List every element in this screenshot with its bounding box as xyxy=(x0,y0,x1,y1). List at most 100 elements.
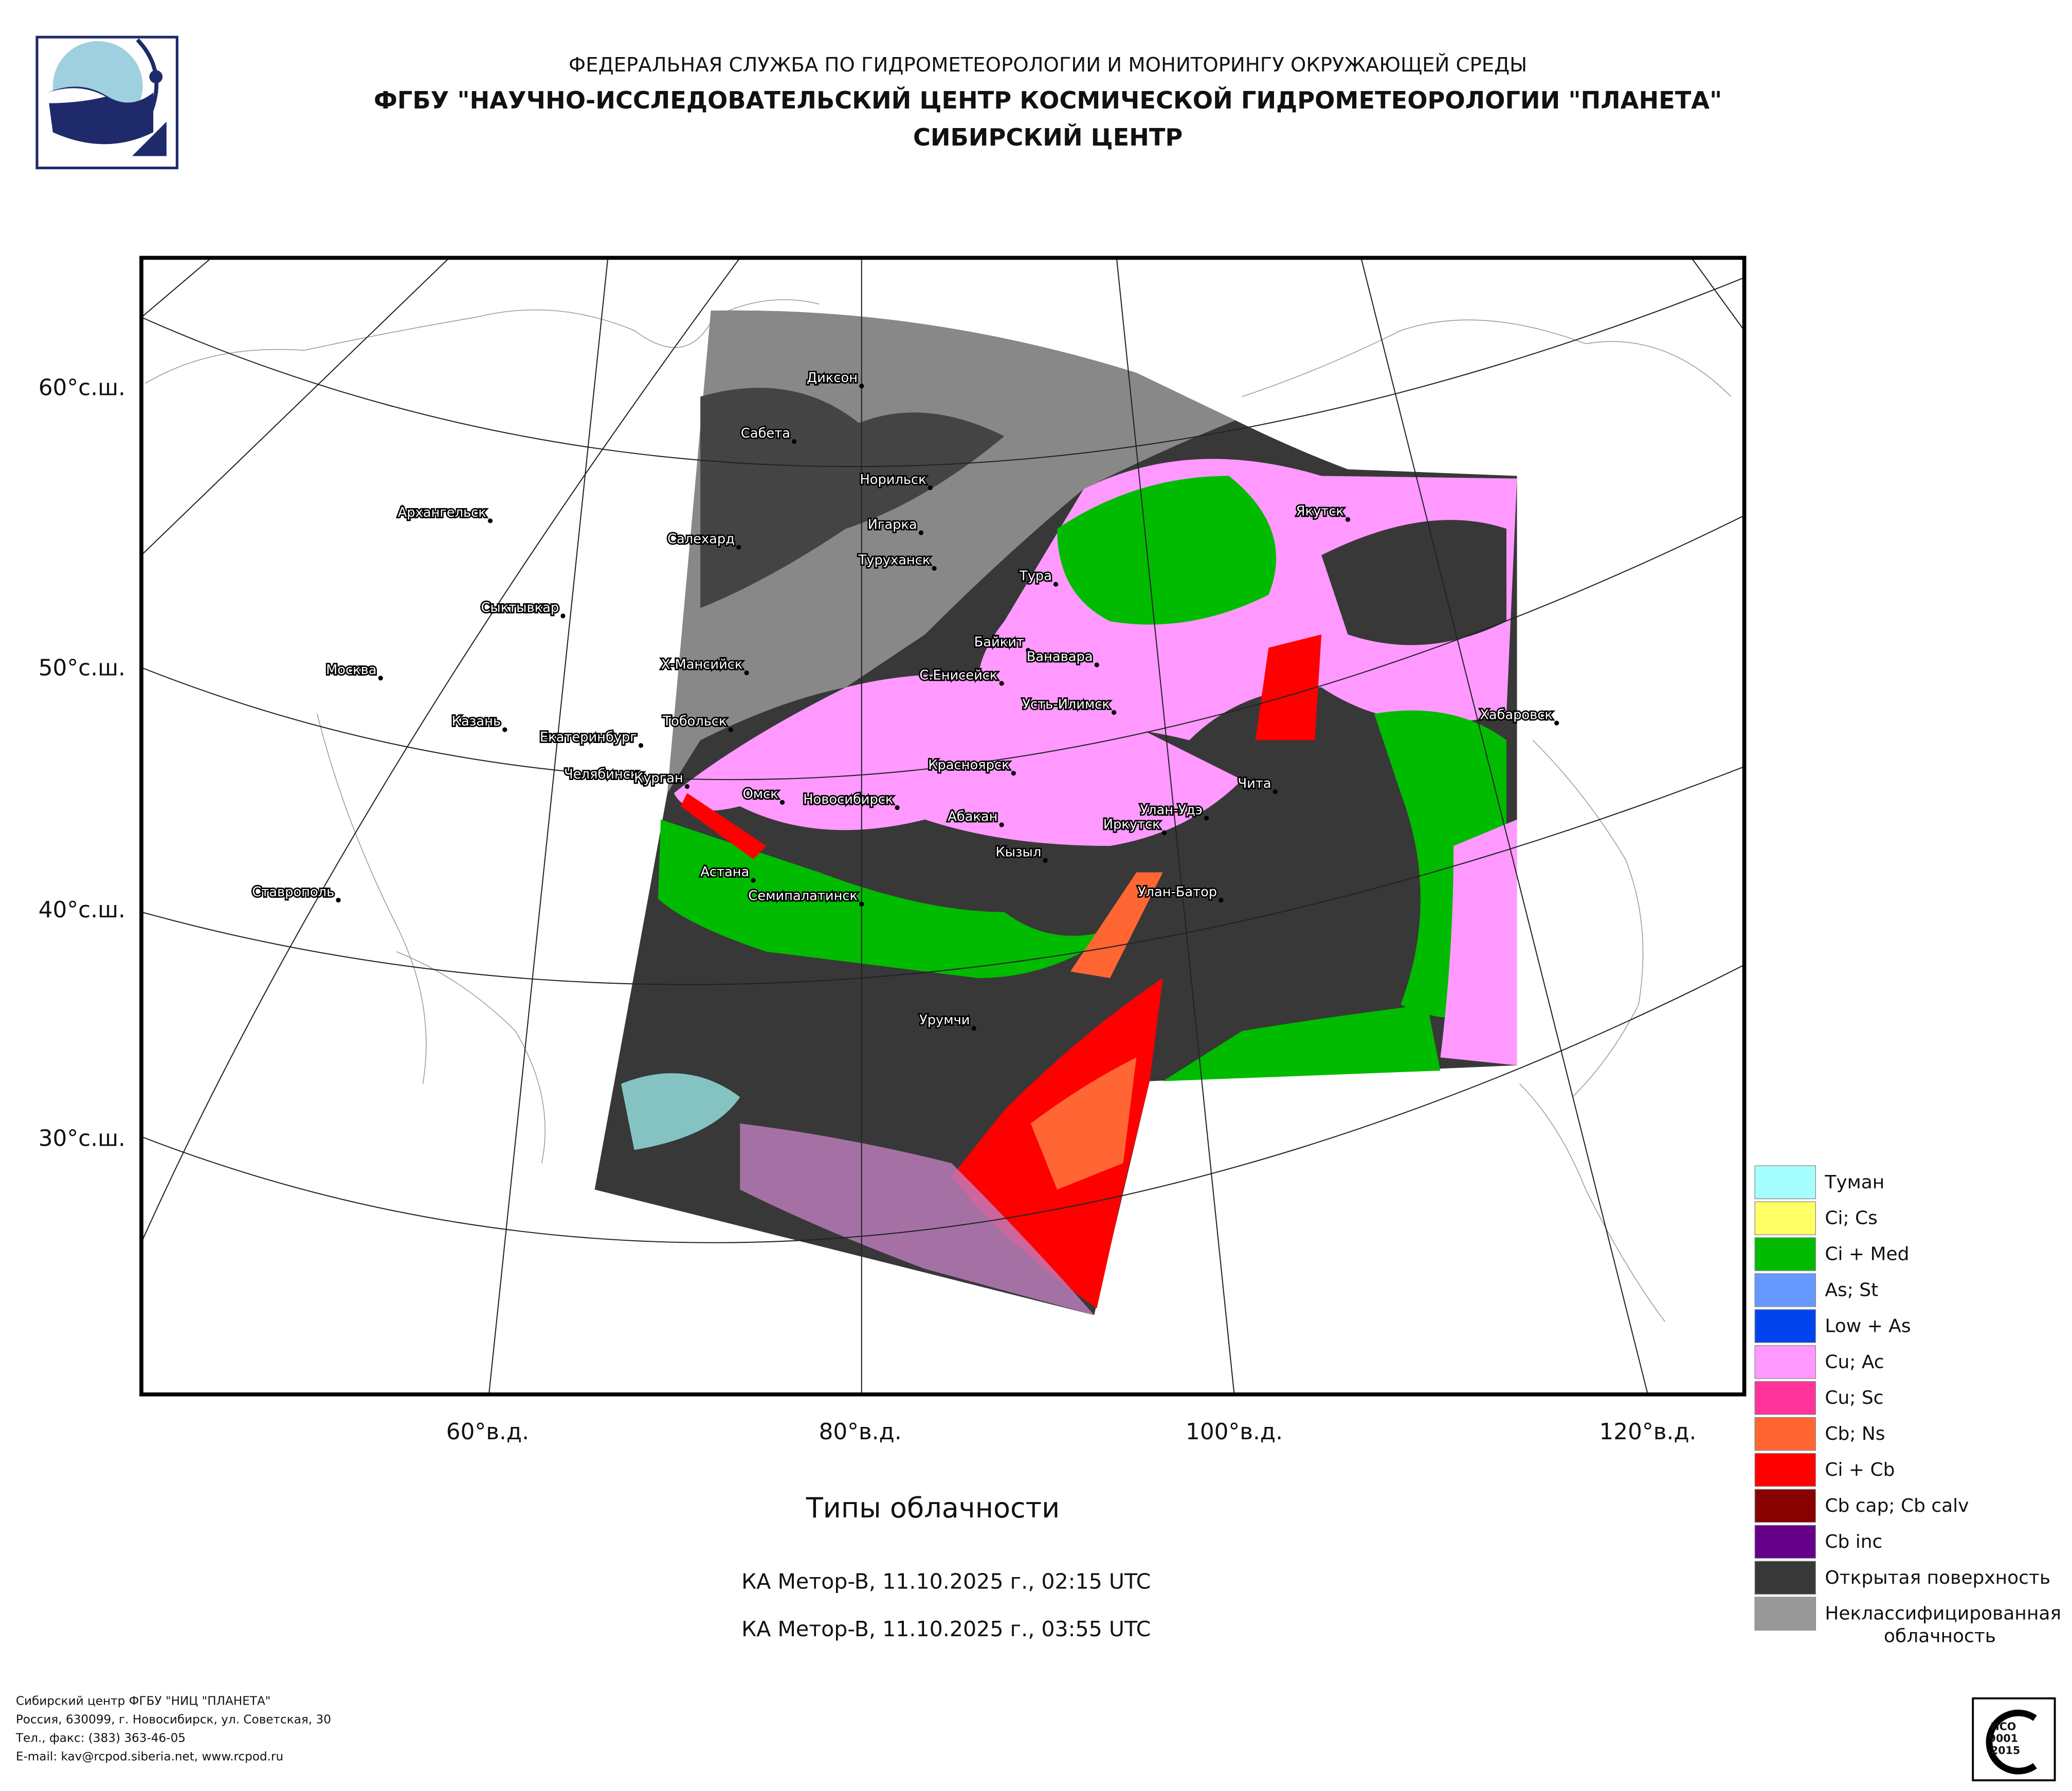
city-label: Усть-Илимск xyxy=(1022,697,1110,712)
legend-swatch xyxy=(1754,1309,1816,1343)
city-label: С.Енисейск xyxy=(919,667,997,683)
city-dot xyxy=(859,384,864,389)
legend-label: Cb; Ns xyxy=(1825,1423,1885,1444)
city-label: Улан-Батор xyxy=(1138,884,1217,900)
legend-swatch xyxy=(1754,1561,1816,1595)
city-dot xyxy=(638,743,644,748)
city-label: Сыктывкар xyxy=(481,600,559,616)
header-line: ФЕДЕРАЛЬНАЯ СЛУЖБА ПО ГИДРОМЕТЕОРОЛОГИИ … xyxy=(569,52,1527,77)
lat-label: 30°с.ш. xyxy=(39,1126,125,1152)
badge-text: ИСО xyxy=(1990,1721,2016,1733)
city-dot xyxy=(1011,771,1016,776)
legend-label: Неклассифицированная облачность xyxy=(1825,1603,2061,1647)
city-label: Сабета xyxy=(741,426,790,441)
legend-label: Ci + Med xyxy=(1825,1244,1909,1265)
map-frame xyxy=(139,256,1747,1397)
city-label: Салехард xyxy=(667,532,735,547)
map-title: Типы облачности xyxy=(806,1492,1060,1524)
city-label: Тура xyxy=(1019,569,1052,584)
legend-swatch xyxy=(1754,1597,1816,1631)
city-label: Курган xyxy=(634,771,683,786)
footer-line: E-mail: kav@rcpod.siberia.net, www.rcpod… xyxy=(16,1750,283,1764)
city-dot xyxy=(918,530,924,535)
cities: Диксон Сабета Норильск Игарка Салехард Туруха… xyxy=(251,369,1559,1031)
city-label: Диксон xyxy=(807,370,858,386)
city-dot xyxy=(999,681,1004,686)
pass-line: КА Meтop-B, 11.10.2025 г., 03:55 UTC xyxy=(741,1617,1151,1641)
city-dot xyxy=(502,727,507,732)
legend-label: Ci; Cs xyxy=(1825,1208,1878,1229)
legend-swatch xyxy=(1754,1453,1816,1487)
city-dot xyxy=(487,518,493,523)
footer-line: Сибирский центр ФГБУ "НИЦ "ПЛАНЕТА" xyxy=(16,1695,271,1708)
city-dot xyxy=(1273,789,1278,794)
city-label: Екатеринбург xyxy=(540,730,637,745)
footer-line: Тел., факс: (383) 363-46-05 xyxy=(15,1732,186,1745)
legend-swatch xyxy=(1754,1525,1816,1559)
city-dot xyxy=(928,485,933,491)
city-dot xyxy=(1204,816,1209,821)
city-label: Семипалатинск xyxy=(748,888,858,903)
city-dot xyxy=(971,1026,976,1031)
city-dot xyxy=(744,670,749,676)
map: Диксон Сабета Норильск Игарка Салехард Туруха… xyxy=(141,258,1744,1395)
city-dot xyxy=(1112,710,1117,715)
footer: Сибирский центр ФГБУ "НИЦ "ПЛАНЕТА" Росси… xyxy=(15,1695,331,1764)
legend-swatch xyxy=(1754,1381,1816,1415)
lat-label: 60°с.ш. xyxy=(39,375,125,401)
city-dot xyxy=(1161,830,1167,836)
legend-label: Cb cap; Cb calv xyxy=(1825,1495,1969,1516)
legend-label: Ci + Cb xyxy=(1825,1459,1895,1480)
city-dot xyxy=(728,727,733,732)
lon-label: 100°в.д. xyxy=(1186,1419,1283,1445)
legend-swatch xyxy=(1754,1273,1816,1307)
header-line: СИБИРСКИЙ ЦЕНТР xyxy=(913,123,1183,151)
legend-swatch xyxy=(1754,1489,1816,1523)
footer-line: Россия, 630099, г. Новосибирск, ул. Сове… xyxy=(16,1713,331,1727)
city-dot xyxy=(640,780,645,785)
city-label: Чита xyxy=(1238,776,1271,791)
city-label: Абакан xyxy=(948,809,997,824)
city-label: Тобольск xyxy=(662,714,726,729)
logo xyxy=(35,35,178,170)
city-dot xyxy=(1043,858,1048,863)
city-label: Иркутск xyxy=(1103,817,1160,833)
city-label: Астана xyxy=(700,864,749,880)
city-label: Х-Мансийск xyxy=(661,657,743,673)
city-label: Байкит xyxy=(974,635,1024,650)
city-dot xyxy=(999,822,1004,827)
legend-label: Low + As xyxy=(1825,1315,1911,1336)
city-label: Улан-Удэ xyxy=(1140,802,1202,818)
city-label: Казань xyxy=(452,714,501,729)
city-label: Хабаровск xyxy=(1480,707,1553,722)
header-line: ФГБУ "НАУЧНО-ИССЛЕДОВАТЕЛЬСКИЙ ЦЕНТР КОС… xyxy=(374,86,1722,114)
city-dot xyxy=(859,901,864,907)
city-label: Омск xyxy=(743,787,778,802)
lat-label: 40°с.ш. xyxy=(39,897,125,923)
city-dot xyxy=(1554,720,1559,726)
city-label: Новосибирск xyxy=(803,792,893,807)
city-label: Урумчи xyxy=(919,1012,970,1028)
legend-label: Туман xyxy=(1824,1172,1884,1193)
city-label: Игарка xyxy=(868,517,917,532)
legend-label: Cu; Sc xyxy=(1825,1387,1883,1408)
city-dot xyxy=(736,545,741,550)
legend-swatch xyxy=(1754,1165,1816,1199)
legend-label: As; St xyxy=(1825,1280,1878,1301)
passes: КА Meтop-B, 11.10.2025 г., 02:15 UTC КА M… xyxy=(741,1569,1151,1642)
cloud-swath xyxy=(594,310,1517,1315)
lon-label: 60°в.д. xyxy=(446,1419,529,1445)
city-label: Челябинск xyxy=(564,767,638,782)
badge-text: -2015 xyxy=(1986,1744,2020,1757)
city-label: Якутск xyxy=(1296,504,1344,519)
city-dot xyxy=(336,897,341,903)
city-label: Кызыл xyxy=(995,845,1041,860)
graticule xyxy=(141,258,1744,1395)
city-dot xyxy=(378,676,383,681)
city-dot xyxy=(932,566,937,571)
badge-text: 9001 xyxy=(1989,1732,2018,1745)
city-dot xyxy=(684,784,690,789)
